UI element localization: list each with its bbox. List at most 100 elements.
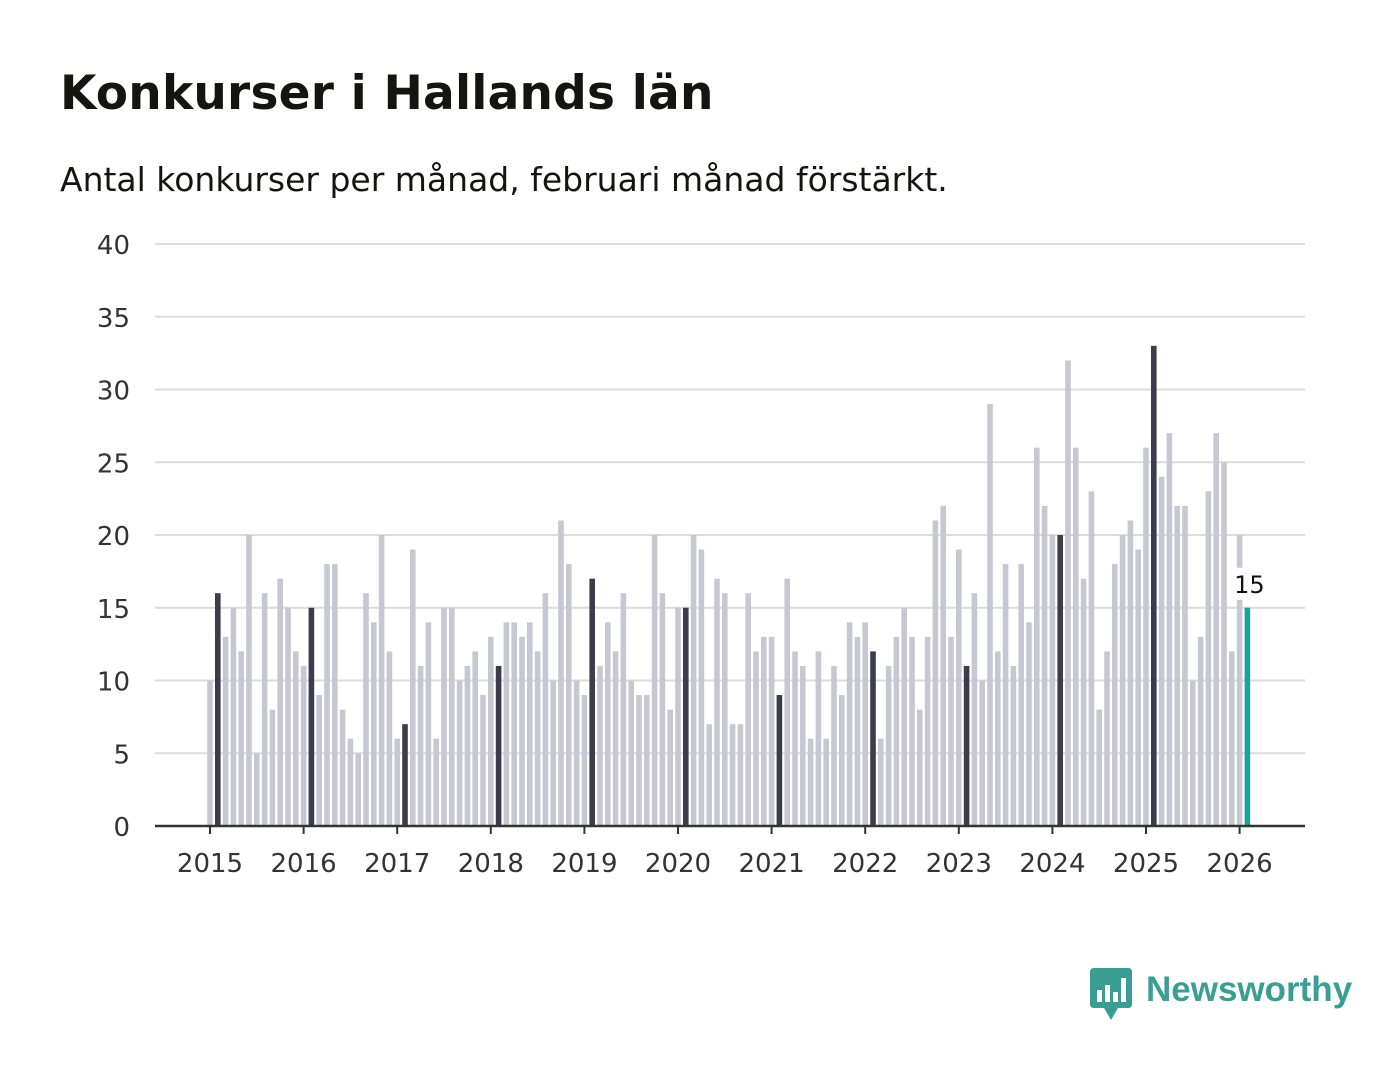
bar: [605, 622, 611, 826]
bar: [823, 738, 829, 826]
bar: [542, 593, 549, 826]
bar: [854, 636, 861, 826]
y-tick-label: 20: [97, 522, 130, 552]
bar: [456, 680, 463, 826]
bar: [675, 607, 681, 826]
bar: [363, 593, 369, 826]
bar: [948, 636, 954, 826]
bar: [558, 520, 564, 826]
bar: [581, 695, 588, 826]
bar: [285, 607, 291, 826]
x-tick-label: 2018: [458, 849, 524, 879]
y-tick-label: 15: [97, 595, 130, 625]
latest-value-label: 15: [1234, 571, 1265, 599]
bar: [519, 636, 525, 826]
bar: [425, 622, 432, 826]
bar: [1065, 360, 1071, 826]
bar: [238, 651, 244, 826]
bar: [862, 622, 868, 826]
february-bar: [215, 593, 221, 826]
bar: [1174, 505, 1180, 826]
bar: [1034, 447, 1040, 826]
bar: [979, 680, 985, 826]
bar: [371, 622, 377, 826]
bar: [339, 709, 346, 826]
newsworthy-logo-icon: [1090, 968, 1132, 1020]
bar: [651, 535, 658, 826]
february-bar: [683, 607, 689, 826]
bar: [729, 724, 736, 826]
bar: [534, 651, 541, 826]
x-tick-label: 2021: [739, 849, 805, 879]
x-tick-label: 2026: [1207, 849, 1273, 879]
february-bar: [870, 651, 876, 826]
y-tick-label: 30: [97, 377, 130, 407]
bar: [1221, 462, 1227, 826]
bar: [1182, 505, 1188, 826]
bar: [737, 724, 744, 826]
bar: [932, 520, 939, 826]
bar: [269, 709, 276, 826]
x-tick-label: 2017: [364, 849, 430, 879]
february-bar: [308, 607, 315, 826]
bar: [706, 724, 712, 826]
bar: [971, 593, 978, 826]
february-bar: [495, 665, 502, 826]
bar: [1127, 520, 1134, 826]
bar: [800, 665, 806, 826]
bar: [573, 680, 580, 826]
february-bar: [402, 724, 408, 826]
bar: [503, 622, 510, 826]
bar: [300, 665, 307, 826]
bar: [698, 549, 705, 826]
bar: [1112, 564, 1118, 826]
bar: [1041, 505, 1048, 826]
bar: [1049, 535, 1056, 826]
bar: [1080, 578, 1087, 826]
bar: [839, 695, 845, 826]
y-tick-label: 0: [113, 813, 130, 843]
bar: [222, 636, 229, 826]
bar: [901, 607, 907, 826]
bar: [722, 593, 728, 826]
y-tick-label: 25: [97, 449, 130, 479]
bar: [784, 578, 790, 826]
bar: [628, 680, 634, 826]
bar: [378, 535, 385, 826]
bar: [1010, 665, 1017, 826]
bar: [1229, 651, 1235, 826]
february-bar: [1057, 535, 1063, 826]
bar: [1143, 447, 1149, 826]
february-bar: [963, 665, 970, 826]
bar: [714, 578, 720, 826]
x-tick-label: 2019: [551, 849, 617, 879]
x-tick-label: 2015: [177, 849, 243, 879]
bar: [511, 622, 517, 826]
bar: [1088, 491, 1095, 826]
bar: [386, 651, 393, 826]
bar: [527, 622, 533, 826]
x-tick-label: 2023: [926, 849, 992, 879]
bar: [433, 738, 439, 826]
bar: [924, 636, 931, 826]
y-tick-label: 35: [97, 304, 130, 334]
bar: [1213, 433, 1219, 826]
bar: [449, 607, 455, 826]
y-tick-label: 5: [113, 740, 130, 770]
bar: [1096, 709, 1102, 826]
x-tick-label: 2016: [271, 849, 337, 879]
y-tick-label: 40: [97, 231, 130, 261]
bar: [1158, 476, 1165, 826]
bar: [316, 695, 322, 826]
bar: [261, 593, 268, 826]
bar: [254, 753, 260, 826]
february-bar: [1151, 345, 1157, 826]
bar: [1018, 564, 1024, 826]
bar: [417, 665, 424, 826]
x-tick-label: 2022: [832, 849, 898, 879]
bar: [636, 695, 642, 826]
newsworthy-brand[interactable]: Newsworthy: [1090, 968, 1352, 1024]
bar: [690, 535, 697, 826]
bar: [293, 651, 299, 826]
bar: [940, 505, 946, 826]
